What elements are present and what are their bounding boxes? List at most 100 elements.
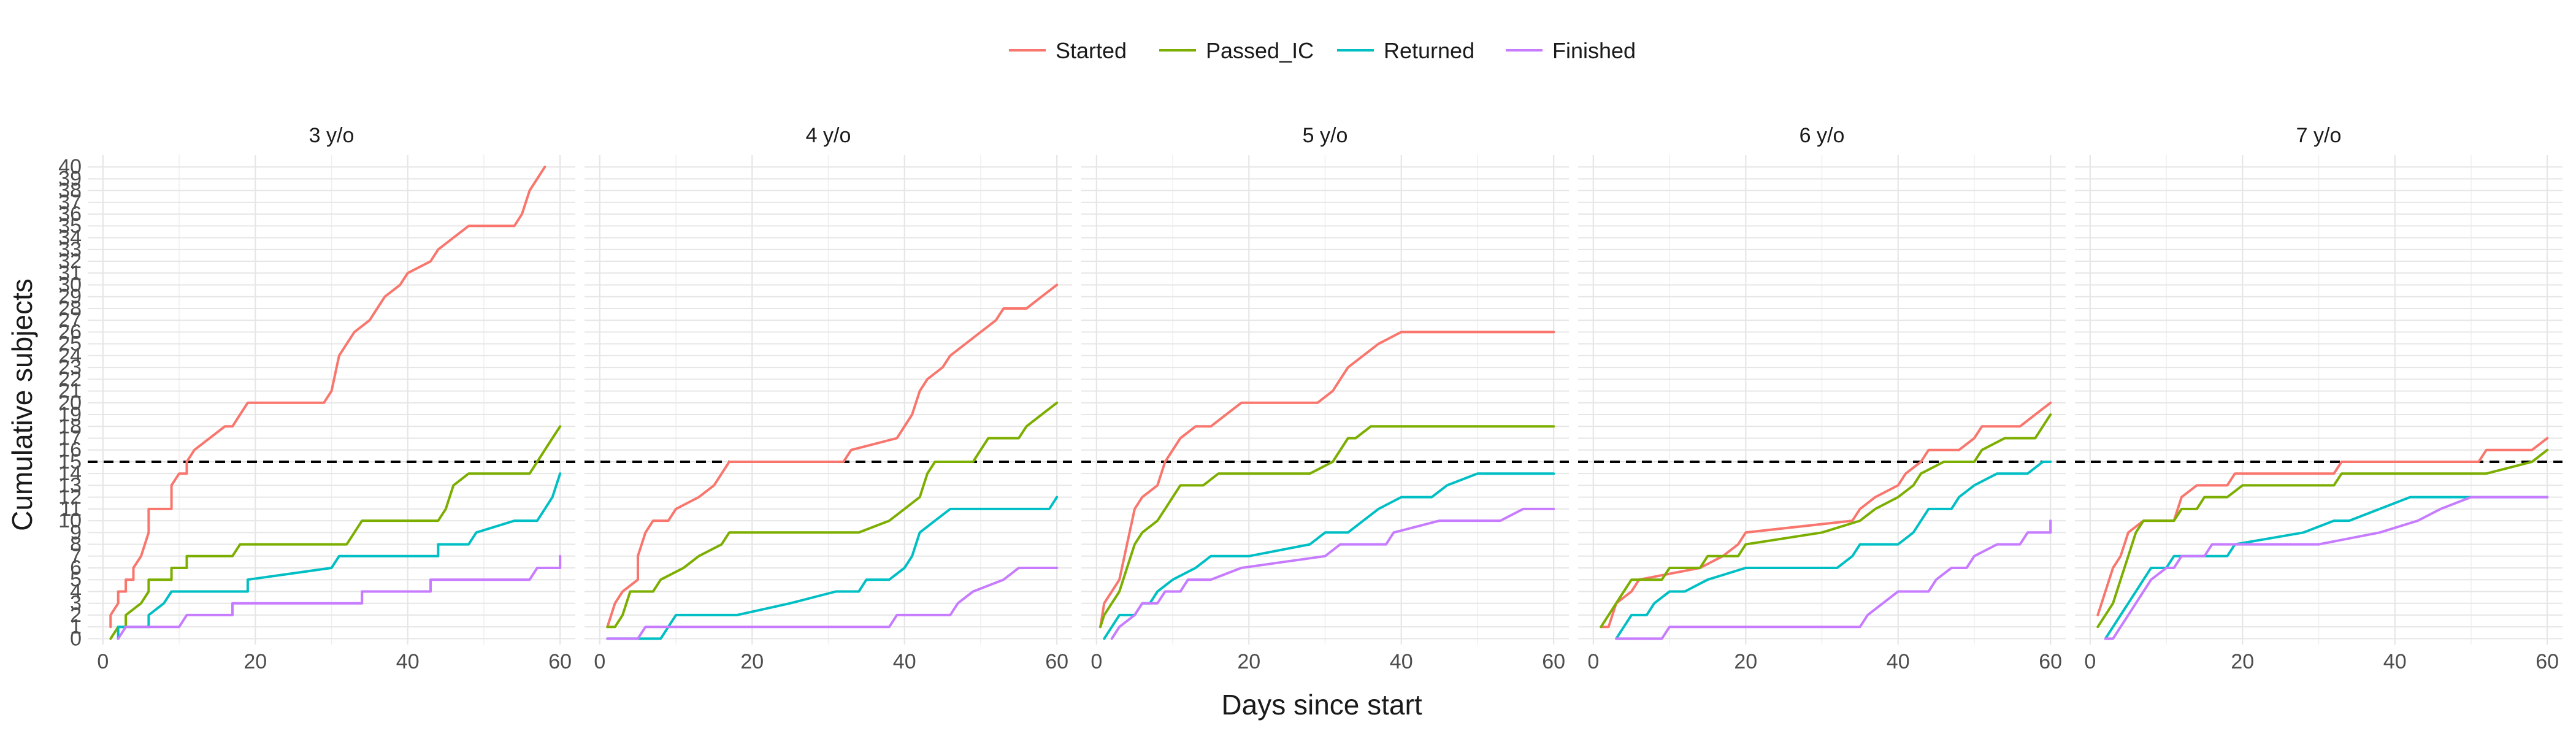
- x-tick-label: 60: [1542, 650, 1565, 673]
- x-tick-label: 0: [594, 650, 605, 673]
- x-tick-label: 20: [1237, 650, 1260, 673]
- y-tick-label: 10: [58, 509, 82, 532]
- panel-strip-label: 6 y/o: [1800, 124, 1845, 147]
- y-tick-label: 24: [58, 344, 82, 367]
- y-tick-label: 4: [70, 580, 82, 603]
- panel-6-y-o: 6 y/o 0 20 40 60: [1578, 124, 2066, 673]
- series-line-finished: [2104, 496, 2549, 640]
- series-line-finished: [1615, 519, 2052, 640]
- panel-strip-label: 7 y/o: [2296, 124, 2342, 147]
- y-tick-label: 36: [58, 202, 82, 226]
- y-tick-label: 25: [58, 332, 82, 356]
- panel-strip-label: 5 y/o: [1303, 124, 1348, 147]
- y-tick-label: 32: [58, 250, 82, 273]
- y-tick-label: 33: [58, 238, 82, 261]
- x-tick-label: 60: [1045, 650, 1068, 673]
- y-tick-label: 30: [58, 274, 82, 297]
- x-tick-label: 60: [2039, 650, 2062, 673]
- legend-item-returned: Returned: [1337, 38, 1474, 63]
- x-tick-label: 0: [2084, 650, 2096, 673]
- panel-4-y-o: 4 y/o 0 20 40 60: [585, 124, 1072, 673]
- panel-strip-label: 4 y/o: [806, 124, 851, 147]
- y-tick-label: 19: [58, 403, 82, 426]
- y-tick-label: 29: [58, 285, 82, 308]
- y-tick-label: 27: [58, 308, 82, 332]
- series-line-returned: [606, 496, 1059, 640]
- panel-3-y-o: 3 y/o0 20 40 600123456789101112131415161718…: [58, 124, 575, 673]
- y-tick-label: 35: [58, 214, 82, 237]
- series-line-passed-ic: [2096, 448, 2549, 629]
- x-tick-label: 20: [1734, 650, 1757, 673]
- y-tick-label: 0: [70, 627, 82, 650]
- series-line-finished: [117, 554, 562, 640]
- x-tick-label: 60: [548, 650, 572, 673]
- y-axis-title: Cumulative subjects: [6, 278, 38, 531]
- y-tick-label: 17: [58, 426, 82, 450]
- series-line-finished: [606, 567, 1059, 640]
- series-line-started: [2096, 437, 2549, 616]
- y-tick-label: 13: [58, 473, 82, 497]
- panel-7-y-o: 7 y/o 0 20 40 60: [2075, 124, 2563, 673]
- legend-label-finished: Finished: [1552, 38, 1636, 63]
- y-tick-label: 16: [58, 438, 82, 462]
- series-line-passed-ic: [1099, 425, 1555, 629]
- y-tick-label: 11: [60, 497, 82, 521]
- y-tick-label: 31: [58, 261, 82, 285]
- series-line-passed-ic: [606, 401, 1059, 629]
- series-line-passed-ic: [109, 425, 562, 640]
- legend-item-started: Started: [1009, 38, 1127, 63]
- series-line-returned: [117, 472, 562, 640]
- x-tick-label: 40: [1390, 650, 1413, 673]
- legend-label-started: Started: [1056, 38, 1127, 63]
- y-tick-label: 9: [70, 521, 82, 544]
- legend-label-returned: Returned: [1384, 38, 1474, 63]
- x-tick-label: 20: [243, 650, 267, 673]
- x-tick-label: 20: [2231, 650, 2254, 673]
- y-tick-label: 18: [58, 415, 82, 438]
- y-tick-label: 2: [70, 603, 82, 627]
- y-tick-label: 40: [58, 155, 82, 178]
- x-tick-label: 0: [97, 650, 109, 673]
- x-tick-label: 40: [1887, 650, 1910, 673]
- y-tick-label: 12: [58, 486, 82, 509]
- y-tick-label: 20: [58, 391, 82, 415]
- y-tick-label: 6: [70, 556, 82, 580]
- y-tick-label: 3: [70, 592, 82, 615]
- y-tick-label: 21: [58, 380, 82, 403]
- panel-strip-label: 3 y/o: [309, 124, 355, 147]
- y-tick-label: 28: [58, 297, 82, 320]
- y-tick-label: 15: [58, 450, 82, 473]
- series-line-started: [1099, 331, 1555, 629]
- legend-item-finished: Finished: [1506, 38, 1636, 63]
- y-tick-label: 38: [58, 179, 82, 202]
- series-line-passed-ic: [1600, 413, 2052, 629]
- y-tick-label: 8: [70, 533, 82, 556]
- series-line-returned: [1615, 461, 2052, 640]
- y-tick-label: 26: [58, 320, 82, 343]
- legend: Started Passed_IC Returned Finished: [1009, 38, 1636, 63]
- series-line-returned: [2104, 496, 2549, 640]
- x-tick-label: 40: [893, 650, 916, 673]
- x-tick-label: 40: [2383, 650, 2407, 673]
- y-tick-label: 39: [58, 167, 82, 190]
- series-line-started: [1600, 401, 2052, 629]
- y-tick-label: 1: [70, 615, 82, 638]
- panels: 3 y/o0 20 40 600123456789101112131415161718…: [58, 124, 2563, 673]
- series-line-started: [606, 283, 1059, 629]
- x-tick-label: 0: [1587, 650, 1599, 673]
- x-tick-label: 0: [1091, 650, 1102, 673]
- legend-item-passed-ic: Passed_IC: [1159, 38, 1314, 63]
- legend-label-passed-ic: Passed_IC: [1206, 38, 1314, 63]
- x-tick-label: 20: [740, 650, 764, 673]
- panel-5-y-o: 5 y/o 0 20 40 60: [1081, 124, 1569, 673]
- series-line-started: [109, 166, 546, 629]
- y-tick-label: 7: [70, 545, 82, 568]
- y-tick-label: 14: [58, 462, 82, 485]
- y-tick-label: 5: [70, 568, 82, 591]
- x-tick-label: 60: [2536, 650, 2559, 673]
- y-tick-label: 37: [58, 191, 82, 214]
- y-tick-label: 22: [58, 367, 82, 391]
- x-tick-label: 40: [396, 650, 420, 673]
